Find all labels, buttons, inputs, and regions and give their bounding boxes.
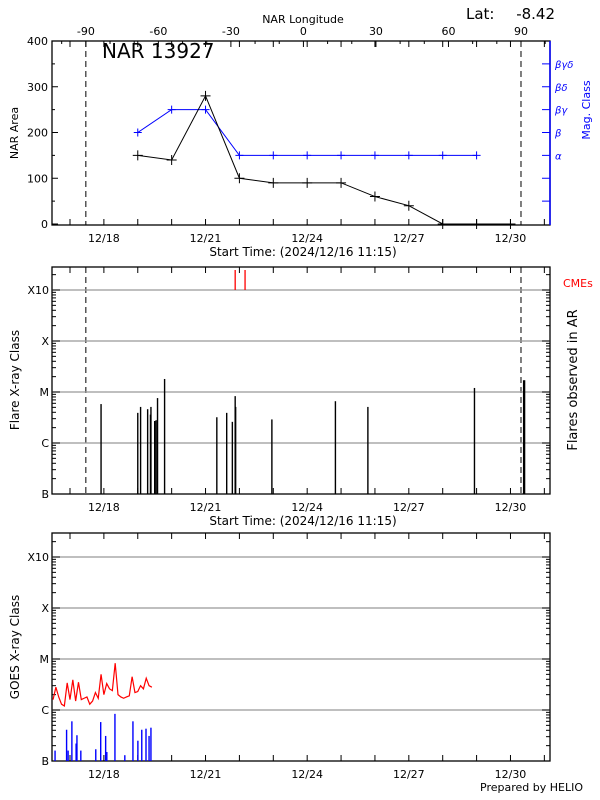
flare-x-tick-label: 12/30: [495, 501, 527, 514]
flare-y-tick-label: M: [40, 386, 50, 399]
goes-x-tick-label: 12/24: [291, 768, 323, 781]
mag-class-point: [438, 151, 447, 160]
lon-tick-label: 30: [369, 25, 383, 38]
mag-tick-label: β: [554, 129, 562, 140]
mag-tick-label: βγ: [554, 106, 568, 117]
flare-x-tick-label: 12/21: [190, 501, 222, 514]
mag-tick-label: βδ: [554, 83, 568, 94]
cme-label: CMEs: [563, 277, 593, 290]
mag-tick-label: α: [555, 151, 562, 162]
mag-class-point: [269, 151, 278, 160]
goes-y-tick-label: X10: [27, 551, 49, 564]
flare-y2label: Flares observed in AR: [566, 309, 581, 450]
area-point: [132, 150, 143, 161]
nar-y-tick-label: 400: [27, 35, 48, 48]
mag-class-line: [137, 109, 477, 156]
nar-x-tick-label: 12/21: [190, 232, 222, 245]
mag-class-point: [370, 151, 379, 160]
nar-y-tick-label: 300: [27, 81, 48, 94]
nar-y-tick-label: 200: [27, 127, 48, 140]
nar-ylabel: NAR Area: [8, 107, 21, 159]
area-point: [268, 177, 279, 188]
area-point: [437, 219, 448, 229]
goes-ylabel: GOES X-ray Class: [8, 595, 22, 699]
flare-x-tick-label: 12/18: [88, 501, 120, 514]
area-point: [336, 177, 347, 188]
mag-ylabel: Mag. Class: [580, 80, 593, 139]
mag-tick-label: βγδ: [554, 60, 573, 71]
mag-class-point: [201, 105, 210, 114]
lon-tick-label: -30: [222, 25, 240, 38]
goes-long-channel-line: [52, 663, 153, 707]
flare-x-tick-label: 12/27: [393, 501, 425, 514]
flare-y-tick-label: B: [41, 488, 49, 501]
flare-y-tick-label: C: [41, 437, 49, 450]
lon-tick-label: 60: [441, 25, 455, 38]
goes-x-tick-label: 12/21: [190, 768, 222, 781]
area-point: [369, 191, 380, 202]
flare-ylabel: Flare X-ray Class: [8, 330, 22, 430]
goes-frame: [51, 532, 551, 762]
mag-class-point: [472, 151, 481, 160]
nar-y-tick-label: 0: [41, 218, 48, 231]
nar-x-tick-label: 12/27: [393, 232, 425, 245]
area-point: [302, 177, 313, 188]
flare-x-tick-label: 12/24: [291, 501, 323, 514]
flare-xlabel: Start Time: (2024/12/16 11:15): [209, 514, 396, 528]
lon-tick-label: -90: [77, 25, 95, 38]
goes-y-tick-label: C: [41, 704, 49, 717]
mag-class-point: [133, 128, 142, 137]
area-point: [166, 154, 177, 165]
mag-class-point: [337, 151, 346, 160]
area-point: [471, 219, 482, 229]
goes-y-tick-label: B: [41, 755, 49, 768]
nar-x-tick-label: 12/24: [291, 232, 323, 245]
goes-x-tick-label: 12/30: [495, 768, 527, 781]
lat-label: Lat:: [466, 5, 494, 23]
area-point: [403, 200, 414, 211]
lon-tick-label: 0: [300, 25, 307, 38]
flare-y-tick-label: X10: [27, 284, 49, 297]
lon-axis-title: NAR Longitude: [262, 13, 344, 26]
goes-y-tick-label: X: [41, 602, 49, 615]
area-point: [234, 173, 245, 184]
nar-frame: [51, 40, 551, 226]
mag-class-point: [235, 151, 244, 160]
goes-y-tick-label: M: [40, 653, 50, 666]
area-point: [200, 90, 211, 101]
mag-class-point: [167, 105, 176, 114]
nar-y-tick-label: 100: [27, 172, 48, 185]
mag-class-point: [404, 151, 413, 160]
flare-y-tick-label: X: [41, 335, 49, 348]
area-line: [137, 94, 511, 225]
lon-tick-label: -60: [149, 25, 167, 38]
goes-x-tick-label: 12/27: [393, 768, 425, 781]
lat-value: -8.42: [516, 5, 555, 23]
flare-frame: [51, 266, 551, 495]
goes-x-tick-label: 12/18: [88, 768, 120, 781]
prepared-by: Prepared by HELIO: [480, 781, 583, 794]
mag-class-point: [303, 151, 312, 160]
nar-x-tick-label: 12/30: [495, 232, 527, 245]
area-point: [505, 219, 516, 229]
lon-tick-label: 90: [514, 25, 528, 38]
nar-x-tick-label: 12/18: [88, 232, 120, 245]
nar-xlabel: Start Time: (2024/12/16 11:15): [209, 245, 396, 259]
